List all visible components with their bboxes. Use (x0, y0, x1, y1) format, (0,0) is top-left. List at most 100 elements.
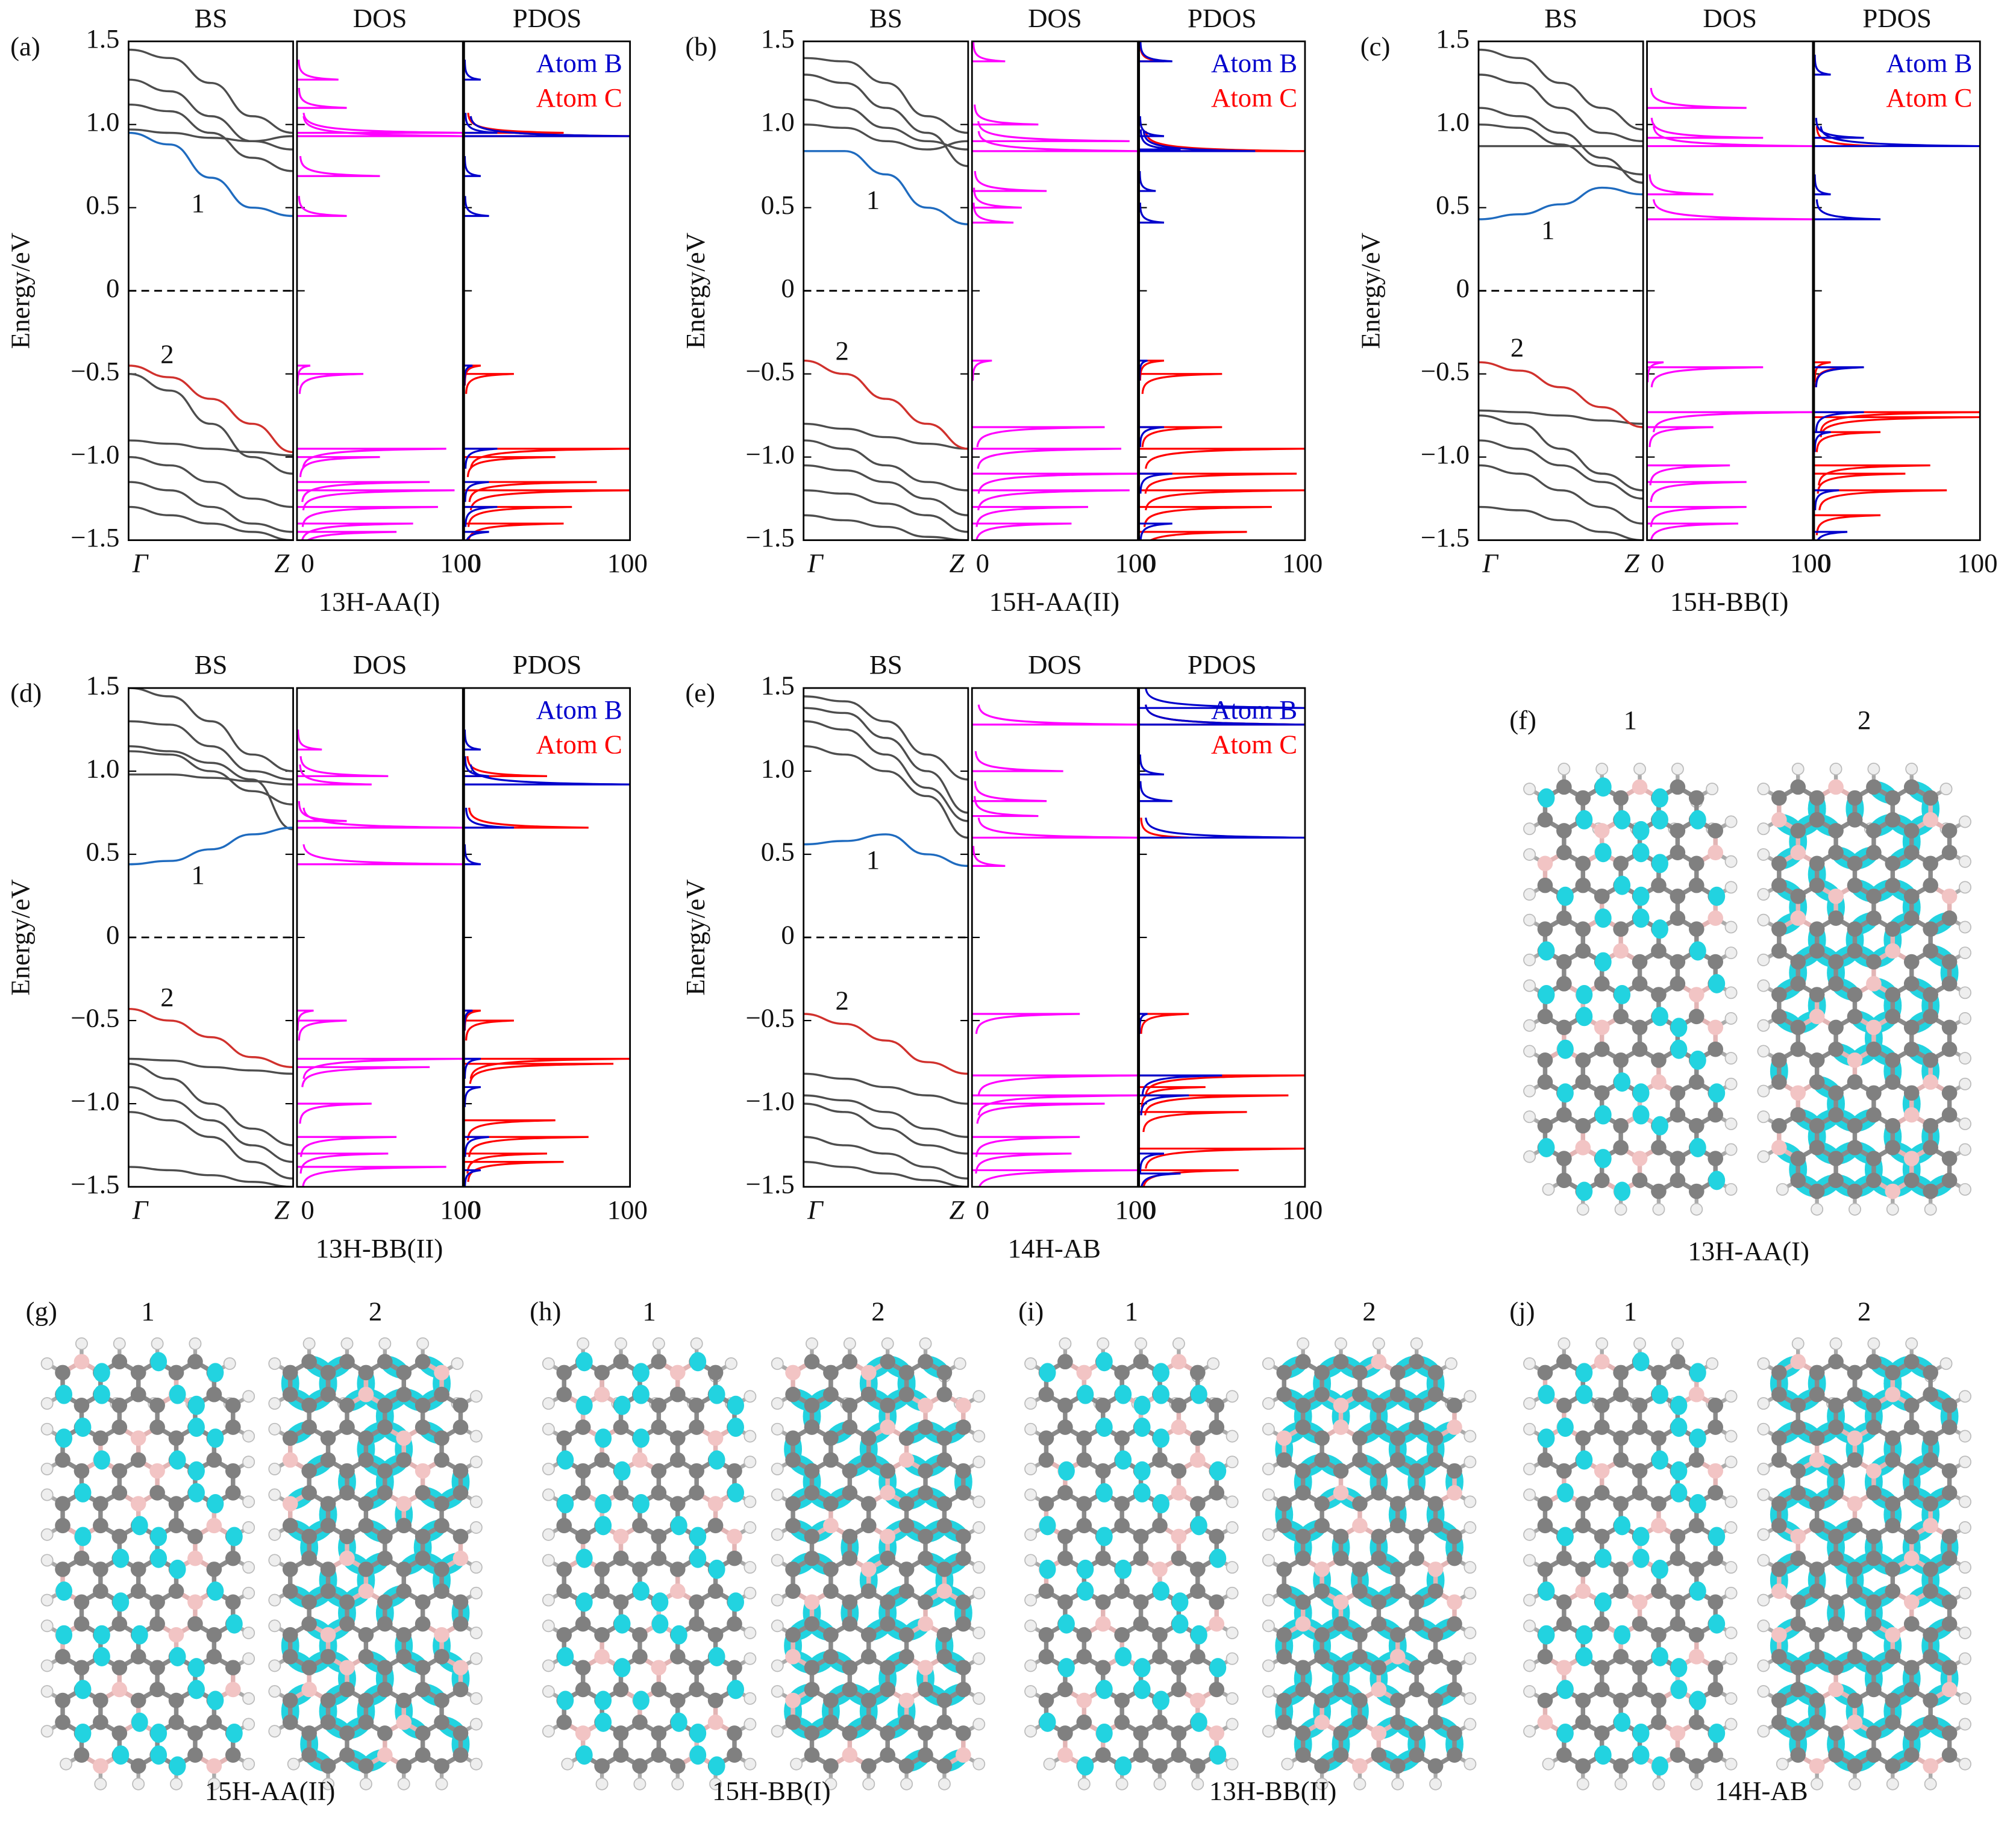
orbital-lobe (1670, 1680, 1688, 1699)
boron-atom (130, 1430, 146, 1446)
carbon-atom (669, 1430, 686, 1446)
axes-frame (971, 687, 1139, 1188)
orbital-lobe (671, 1625, 687, 1645)
dos-peak (972, 472, 1138, 494)
carbon-atom (282, 1692, 298, 1709)
legend-entry: Atom B (536, 48, 622, 78)
y-tick-label: 1.0 (1436, 107, 1470, 137)
dos-peak (972, 704, 1138, 726)
band-line (128, 1008, 293, 1069)
carbon-atom (1537, 1692, 1553, 1709)
carbon-atom (632, 1649, 648, 1665)
ribbon (40, 1337, 255, 1790)
carbon-atom (1941, 1107, 1958, 1123)
hydrogen-atom (1024, 1397, 1038, 1410)
carbon-atom (842, 1463, 858, 1479)
hydrogen-atom (972, 1561, 986, 1574)
carbon-atom (320, 1715, 336, 1730)
subplot-title: PDOS (1188, 649, 1257, 680)
boron-atom (1771, 1140, 1787, 1155)
dos-peak (1139, 1172, 1181, 1187)
carbon-atom (93, 1518, 108, 1534)
orbital-lobe (1614, 1625, 1631, 1645)
y-tick-label: 1.0 (761, 107, 795, 137)
hydrogen-atom (1207, 1357, 1220, 1370)
carbon-atom (1809, 1118, 1825, 1134)
carbon-atom (149, 1397, 165, 1413)
carbon-atom (1095, 1660, 1111, 1675)
carbon-atom (320, 1496, 336, 1512)
orbital-lobe (1077, 1756, 1094, 1776)
orbital-lobe (1576, 810, 1593, 830)
carbon-atom (1651, 943, 1667, 959)
carbon-atom (1903, 779, 1920, 795)
carbon-atom (556, 1386, 572, 1402)
carbon-atom (149, 1616, 165, 1632)
carbon-atom (320, 1365, 336, 1381)
carbon-atom (1276, 1386, 1292, 1402)
hydrogen-atom (972, 1627, 986, 1639)
carbon-atom (187, 1747, 203, 1763)
carbon-atom (1038, 1649, 1054, 1665)
dos-peak (1647, 426, 1714, 448)
carbon-atom (651, 1747, 667, 1763)
carbon-atom (1866, 1172, 1882, 1189)
carbon-atom (282, 1627, 298, 1643)
carbon-atom (785, 1430, 801, 1446)
caption: 15H-AA(II) (989, 587, 1119, 617)
carbon-atom (1409, 1550, 1424, 1566)
hydrogen-atom (469, 1652, 483, 1665)
carbon-atom (936, 1452, 953, 1468)
dos-peak (464, 1019, 514, 1041)
band-line (803, 707, 968, 814)
carbon-atom (1613, 1692, 1629, 1709)
boron-atom (1209, 1725, 1225, 1741)
boron-atom (804, 1594, 820, 1610)
orbital-lobe (207, 1363, 224, 1383)
orbital-lobe (131, 1516, 148, 1536)
hydrogen-atom (268, 1619, 281, 1633)
x-tick-label: 0 (976, 548, 989, 578)
boron-atom (880, 1419, 895, 1435)
x-tick-label: Z (950, 1195, 965, 1225)
hydrogen-atom (595, 1777, 609, 1790)
hydrogen-atom (542, 1397, 555, 1410)
carbon-atom (689, 1397, 704, 1413)
orbital-lobe (1689, 1050, 1706, 1070)
dos-peak (972, 522, 1072, 540)
hydrogen-atom (1757, 913, 1770, 927)
boron-atom (1828, 779, 1844, 795)
orbital-lobe (651, 1592, 669, 1612)
carbon-atom (55, 1518, 70, 1534)
orbital-lobe (1651, 919, 1668, 939)
dos-peak (1647, 481, 1747, 502)
band-line (1479, 464, 1644, 525)
orbital-lobe (1651, 1116, 1668, 1136)
carbon-atom (1114, 1627, 1130, 1643)
carbon-atom (1866, 910, 1882, 926)
carbon-atom (1276, 1365, 1292, 1381)
orbital-lobe (1689, 1428, 1706, 1448)
carbon-atom (1594, 1528, 1610, 1545)
carbon-atom (1352, 1715, 1368, 1730)
x-tick-label: Z (1624, 548, 1640, 578)
carbon-atom (1537, 1118, 1553, 1134)
subplot-title: PDOS (513, 3, 582, 33)
carbon-atom (282, 1562, 298, 1577)
carbon-atom (1038, 1496, 1054, 1512)
orbital-lobe (1594, 1592, 1612, 1612)
hydrogen-atom (542, 1725, 555, 1738)
carbon-atom (1651, 1365, 1667, 1381)
dos-peak (972, 131, 1138, 152)
orbital-lobe (131, 1625, 148, 1645)
orbital-lobe (575, 1352, 593, 1372)
y-tick-label: 0 (781, 919, 794, 949)
boron-atom (651, 1660, 667, 1675)
carbon-atom (1295, 1485, 1311, 1501)
orbital-lobe (1670, 1461, 1688, 1481)
carbon-atom (434, 1496, 449, 1512)
carbon-atom (1427, 1386, 1444, 1402)
carbon-atom (206, 1386, 222, 1402)
orbital-lobe (93, 1646, 110, 1666)
